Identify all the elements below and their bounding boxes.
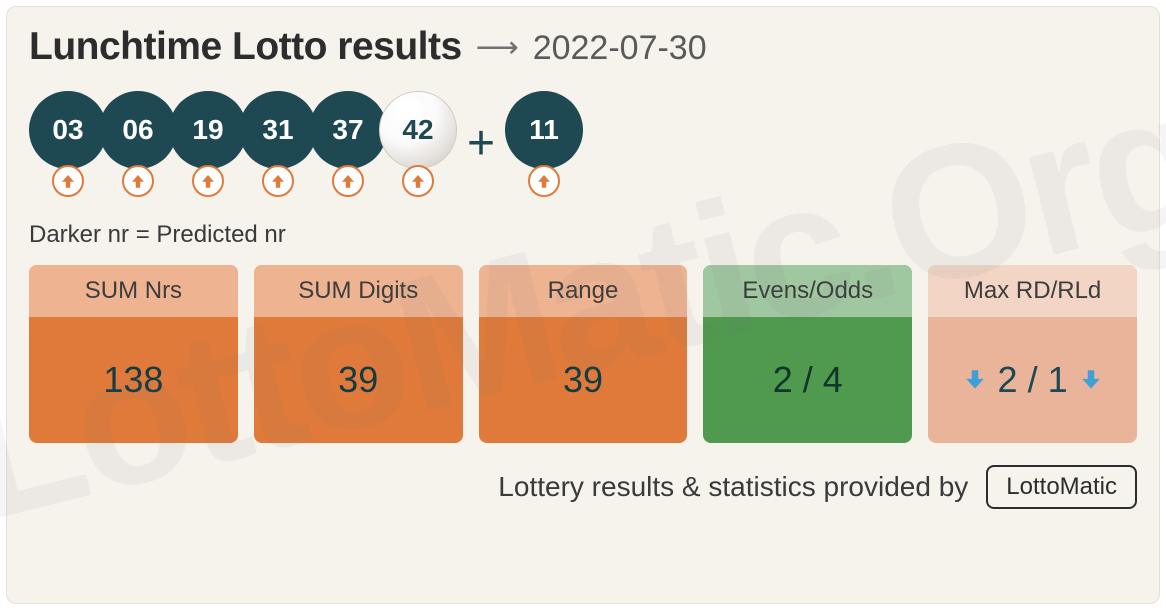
- stat-label: Range: [479, 265, 688, 317]
- arrow-right-icon: ⟶: [476, 30, 519, 65]
- stat-value: 2 / 1: [928, 317, 1137, 443]
- stat-tile-3: Evens/Odds2 / 4: [703, 265, 912, 443]
- ball-value: 11: [505, 91, 583, 169]
- stat-value: 39: [479, 317, 688, 443]
- provider-button[interactable]: LottoMatic: [986, 465, 1137, 509]
- ball-3: 31: [239, 91, 317, 197]
- trend-up-icon: [192, 165, 224, 197]
- stat-tile-2: Range39: [479, 265, 688, 443]
- stats-row: SUM Nrs138SUM Digits39Range39Evens/Odds2…: [29, 265, 1137, 443]
- ball-value: 03: [29, 91, 107, 169]
- ball-4: 37: [309, 91, 387, 197]
- stat-tile-4: Max RD/RLd2 / 1: [928, 265, 1137, 443]
- page-title: Lunchtime Lotto results: [29, 25, 462, 69]
- trend-up-icon: [52, 165, 84, 197]
- ball-bonus: 11: [505, 91, 583, 197]
- trend-up-icon: [402, 165, 434, 197]
- bonus-ball: 11: [505, 91, 575, 197]
- ball-1: 06: [99, 91, 177, 197]
- trend-up-icon: [262, 165, 294, 197]
- footer: Lottery results & statistics provided by…: [29, 465, 1137, 509]
- stat-value: 39: [254, 317, 463, 443]
- ball-0: 03: [29, 91, 107, 197]
- balls-row: 030619313742 + 11: [29, 91, 1137, 197]
- ball-5: 42: [379, 91, 457, 197]
- legend-text: Darker nr = Predicted nr: [29, 221, 1137, 249]
- stat-tile-0: SUM Nrs138: [29, 265, 238, 443]
- stat-value: 2 / 4: [703, 317, 912, 443]
- ball-value: 31: [239, 91, 317, 169]
- stat-label: Max RD/RLd: [928, 265, 1137, 317]
- footer-text: Lottery results & statistics provided by: [498, 471, 968, 503]
- ball-value: 42: [379, 91, 457, 169]
- stat-label: Evens/Odds: [703, 265, 912, 317]
- trend-up-icon: [122, 165, 154, 197]
- results-card: LottoMatic.Org Lunchtime Lotto results ⟶…: [6, 6, 1160, 604]
- trend-up-icon: [528, 165, 560, 197]
- ball-2: 19: [169, 91, 247, 197]
- stat-tile-1: SUM Digits39: [254, 265, 463, 443]
- main-balls: 030619313742: [29, 91, 449, 197]
- stat-label: SUM Nrs: [29, 265, 238, 317]
- stat-value: 138: [29, 317, 238, 443]
- plus-separator: +: [467, 105, 495, 183]
- result-date: 2022-07-30: [533, 29, 707, 68]
- title-row: Lunchtime Lotto results ⟶ 2022-07-30: [29, 25, 1137, 69]
- trend-up-icon: [332, 165, 364, 197]
- ball-value: 37: [309, 91, 387, 169]
- ball-value: 06: [99, 91, 177, 169]
- ball-value: 19: [169, 91, 247, 169]
- stat-label: SUM Digits: [254, 265, 463, 317]
